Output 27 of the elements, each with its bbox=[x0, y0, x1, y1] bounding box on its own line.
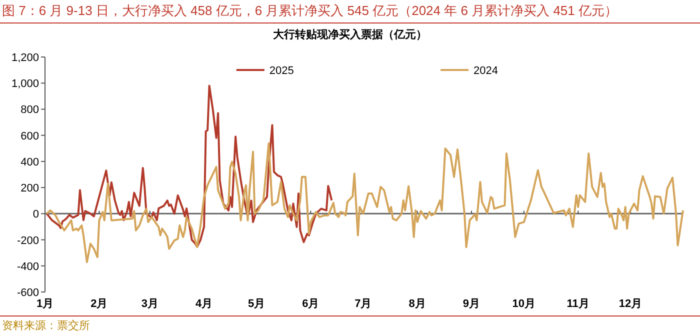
x-tick-label: 8月 bbox=[408, 298, 426, 310]
x-tick-label: 10月 bbox=[512, 298, 536, 310]
x-tick-label: 4月 bbox=[196, 298, 213, 310]
y-tick-label: 400 bbox=[20, 156, 39, 168]
x-tick-label: 1月 bbox=[36, 298, 54, 310]
y-tick-label: -200 bbox=[16, 234, 39, 247]
x-tick-label: 7月 bbox=[354, 298, 372, 310]
legend-label: 2025 bbox=[269, 65, 294, 77]
y-tick-label: 1,000 bbox=[11, 78, 39, 90]
y-tick-label: 600 bbox=[20, 130, 39, 142]
x-tick-label: 11月 bbox=[566, 298, 590, 310]
y-tick-label: -400 bbox=[16, 260, 39, 273]
x-tick-label: 6月 bbox=[302, 298, 320, 310]
y-tick-label: 800 bbox=[20, 104, 39, 116]
annotation: 资料来源：票交所 bbox=[2, 320, 90, 332]
x-tick-label: 12月 bbox=[618, 298, 642, 310]
x-tick-label: 3月 bbox=[141, 298, 158, 310]
x-tick-label: 9月 bbox=[462, 298, 480, 310]
x-tick-label: 2月 bbox=[90, 298, 108, 310]
y-tick-label: -600 bbox=[16, 287, 39, 299]
subtitle: 大行转贴现净买入票据（亿元） bbox=[273, 29, 427, 41]
x-tick-label: 5月 bbox=[248, 298, 266, 310]
legend-label: 2024 bbox=[474, 65, 498, 77]
y-tick-label: 0 bbox=[32, 208, 39, 221]
title: 图 7：6 月 9-13 日，大行净买入 458 亿元，6 月累计净买入 545 亿元（2024 年 6 月累计净买入 451 亿元） bbox=[2, 3, 618, 18]
y-tick-label: 200 bbox=[20, 182, 39, 195]
y-tick-label: 1,200 bbox=[11, 52, 39, 64]
